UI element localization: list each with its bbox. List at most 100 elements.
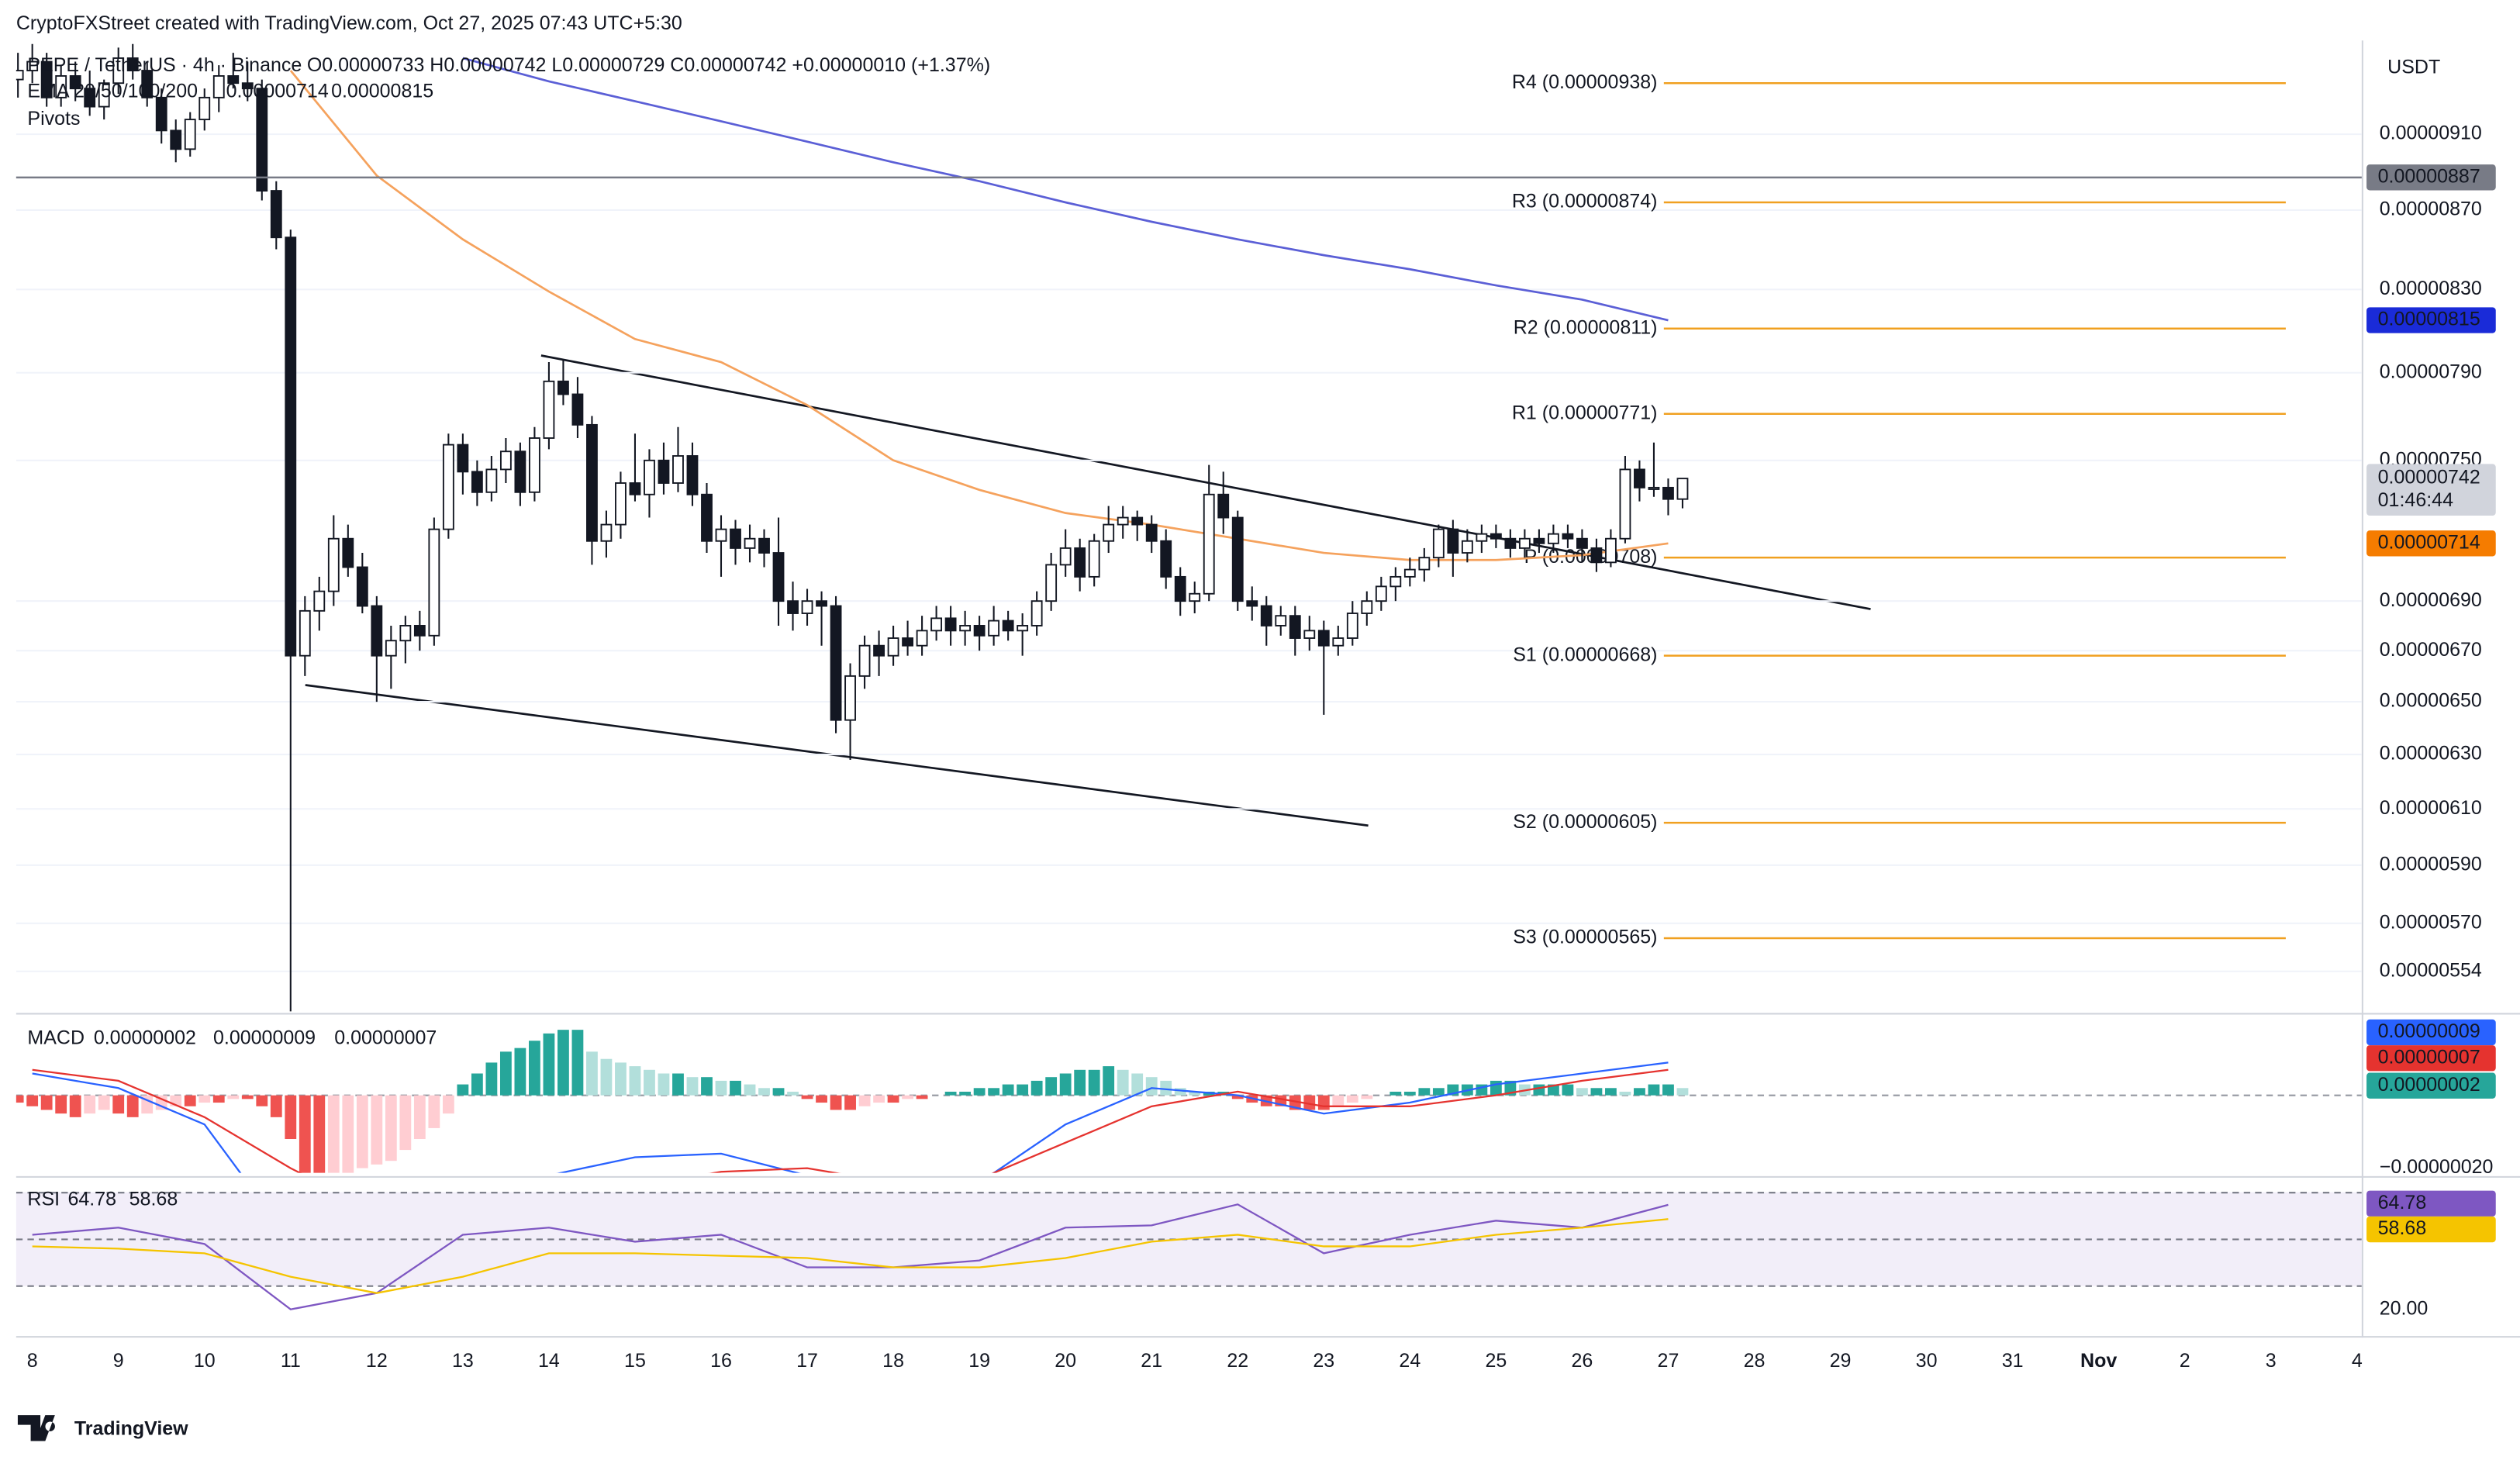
candle-body: [1476, 533, 1488, 542]
histogram-bar: [858, 1095, 871, 1106]
candle-body: [356, 566, 368, 607]
ohlc: O0.00000733 H0.00000742 L0.00000729 C0.0…: [307, 54, 990, 76]
macd-value: 0.00000009: [213, 1027, 316, 1048]
macd-label: MACD: [27, 1027, 85, 1048]
candle-body: [1303, 630, 1316, 639]
x-tick-label: Nov: [2080, 1350, 2117, 1372]
candle-body: [399, 625, 412, 642]
candle-body: [1504, 537, 1517, 549]
histogram-bar: [1131, 1073, 1144, 1096]
trendline-upper: [540, 354, 1871, 610]
x-tick-label: 24: [1399, 1350, 1421, 1372]
histogram-bar: [787, 1091, 799, 1096]
candle-body: [16, 70, 24, 81]
candle-body: [1590, 547, 1603, 564]
candle-body: [715, 528, 727, 542]
candle-body: [858, 644, 871, 677]
histogram-bar: [658, 1073, 670, 1096]
histogram-bar: [1590, 1088, 1603, 1096]
histogram-bar: [730, 1080, 741, 1096]
histogram-bar: [371, 1095, 383, 1165]
histogram-bar: [1017, 1084, 1029, 1096]
candle-body: [644, 459, 655, 495]
candle-body: [1447, 528, 1459, 554]
histogram-bar: [844, 1095, 856, 1110]
histogram-bar: [313, 1095, 326, 1173]
histogram-bar: [1389, 1091, 1402, 1096]
candle-body: [1562, 533, 1574, 540]
pivot-label: R1 (0.00000771): [1512, 402, 1658, 423]
histogram-bar: [1332, 1095, 1345, 1106]
histogram-bar: [586, 1051, 598, 1096]
candle-body: [40, 60, 53, 98]
candle-body: [84, 88, 96, 108]
histogram-bar: [988, 1088, 1000, 1096]
histogram-bar: [514, 1048, 526, 1096]
candle-body: [873, 644, 885, 657]
candle-body: [299, 609, 311, 657]
candle-body: [1317, 630, 1330, 647]
macd-value: 0.00000002: [94, 1027, 196, 1048]
candle-body: [801, 600, 813, 614]
histogram-bar: [1030, 1080, 1043, 1096]
histogram-bar: [84, 1095, 96, 1114]
histogram-bar: [830, 1095, 842, 1110]
histogram-bar: [69, 1095, 81, 1117]
histogram-bar: [1088, 1069, 1100, 1096]
x-tick-label: 14: [538, 1350, 560, 1372]
histogram-bar: [299, 1095, 311, 1173]
ema-badge-bg: [2366, 307, 2496, 333]
hline-label-bg: [2366, 164, 2496, 191]
candle-body: [959, 625, 972, 632]
histogram-bar: [1562, 1084, 1574, 1096]
histogram-bar: [184, 1095, 196, 1106]
candle-body: [1648, 486, 1660, 490]
histogram-bar: [1361, 1095, 1373, 1099]
candle-body: [1619, 468, 1631, 540]
rsi-badge-bg: [2366, 1216, 2496, 1243]
candle-body: [1634, 468, 1645, 488]
candle-body: [1231, 516, 1244, 602]
candle-body: [658, 459, 670, 484]
rsi-badge: 64.78: [2378, 1192, 2427, 1213]
candle-body: [69, 75, 81, 90]
candle-body: [586, 423, 598, 542]
logo: [17, 1415, 55, 1441]
histogram-bar: [457, 1084, 469, 1096]
x-tick-label: 18: [882, 1350, 904, 1372]
indicator-line: [32, 1218, 1669, 1294]
histogram-bar: [499, 1051, 512, 1096]
candle-body: [1260, 605, 1272, 626]
countdown: 01:46:44: [2378, 489, 2453, 511]
candle-body: [342, 537, 354, 568]
x-tick-label: 10: [194, 1350, 216, 1372]
x-tick-label: 20: [1055, 1350, 1076, 1372]
histogram-bar: [442, 1095, 454, 1114]
x-tick-label: 4: [2352, 1350, 2363, 1372]
candle-body: [1045, 564, 1058, 602]
candle-body: [1002, 620, 1014, 632]
x-tick-label: 27: [1658, 1350, 1679, 1372]
histogram-bar: [944, 1091, 957, 1096]
histogram-bar: [571, 1030, 584, 1096]
histogram-bar: [1432, 1088, 1445, 1096]
candle-body: [141, 70, 154, 98]
histogram-bar: [701, 1077, 713, 1096]
histogram-bar: [1662, 1084, 1674, 1096]
histogram-bar: [399, 1095, 412, 1151]
candle-body: [1030, 600, 1043, 626]
candle-body: [1361, 600, 1373, 614]
rsi-badge: 58.68: [2378, 1217, 2427, 1239]
histogram-bar: [529, 1041, 540, 1096]
histogram-bar: [1648, 1084, 1660, 1096]
ema-badge: 0.00000815: [2378, 309, 2480, 330]
macd-badge-bg: [2366, 1045, 2496, 1072]
candle-body: [1103, 523, 1115, 542]
histogram-bar: [1117, 1069, 1129, 1096]
y-tick-label: 0.00000690: [2380, 589, 2482, 611]
candle-body: [988, 620, 1000, 637]
x-tick-label: 8: [27, 1350, 38, 1372]
histogram-bar: [1174, 1088, 1186, 1096]
x-tick-label: 30: [1916, 1350, 1938, 1372]
